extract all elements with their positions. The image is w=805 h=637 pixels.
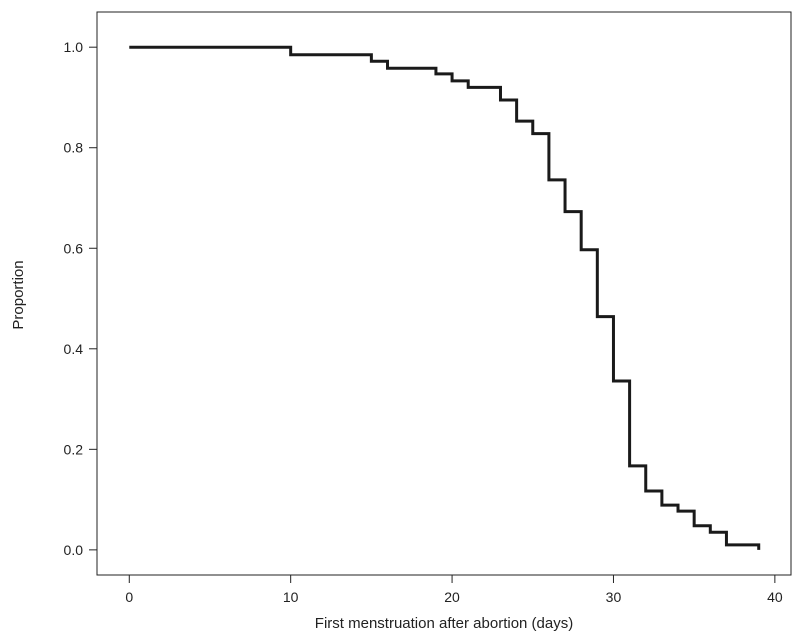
x-tick-label: 40 [767,589,783,605]
y-axis-title: Proportion [10,260,27,329]
x-tick-label: 20 [444,589,460,605]
x-axis-title: First menstruation after abortion (days) [315,615,573,632]
y-tick-label: 0.2 [64,441,84,457]
survival-curve [129,45,761,550]
y-axis: 0.0 0.2 0.4 0.6 0.8 1.0 [64,39,97,558]
y-tick-label: 1.0 [64,39,84,55]
y-tick-label: 0.4 [64,341,84,357]
y-tick-label: 0.6 [64,240,84,256]
y-tick-label: 0.0 [64,542,84,558]
x-axis: 0 10 20 30 40 [125,575,783,605]
x-tick-label: 30 [606,589,622,605]
x-tick-label: 0 [125,589,133,605]
plot-frame [96,11,792,576]
x-tick-label: 10 [283,589,299,605]
y-tick-label: 0.8 [64,140,84,156]
